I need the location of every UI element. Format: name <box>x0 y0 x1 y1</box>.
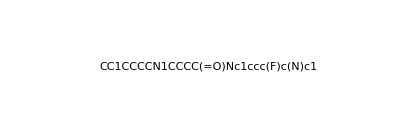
Text: CC1CCCCN1CCCC(=O)Nc1ccc(F)c(N)c1: CC1CCCCN1CCCC(=O)Nc1ccc(F)c(N)c1 <box>99 62 317 72</box>
